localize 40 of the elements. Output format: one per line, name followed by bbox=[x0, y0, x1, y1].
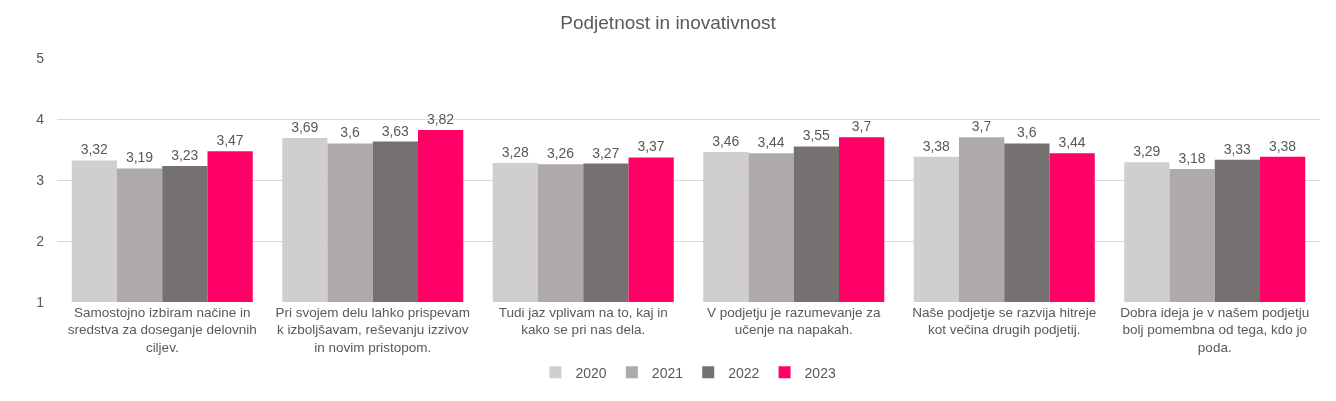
data-label: 3,28 bbox=[501, 143, 530, 160]
data-label: 3,6 bbox=[1017, 124, 1037, 141]
legend-label: 2020 bbox=[575, 364, 607, 381]
data-label: 3,27 bbox=[592, 144, 620, 161]
chart-title: Podjetnost in inovativnost bbox=[560, 11, 777, 33]
data-label: 3,7 bbox=[851, 118, 872, 135]
legend-label: 2022 bbox=[728, 364, 760, 381]
data-label: 3,38 bbox=[1268, 137, 1297, 154]
x-tick-label: V podjetju je razumevanje za učenje na napakah. bbox=[707, 304, 881, 338]
y-tick-label: 5 bbox=[36, 49, 45, 66]
legend-label: 2021 bbox=[651, 364, 684, 381]
data-label: 3,19 bbox=[125, 149, 154, 166]
x-tick-label: Naše podjetje se razvija hitreje kot večina drugih podjetij. bbox=[912, 304, 1097, 338]
y-tick-label: 2 bbox=[36, 232, 45, 249]
data-label: 3,46 bbox=[712, 132, 740, 149]
x-tick-label: Pri svojem delu lahko prispevam k izboljšavam, reševanju izzivov in novim pristopom. bbox=[275, 304, 470, 355]
data-label: 3,37 bbox=[637, 138, 665, 155]
y-tick-label: 4 bbox=[36, 110, 45, 127]
data-label: 3,32 bbox=[80, 141, 109, 158]
data-label: 3,47 bbox=[216, 132, 244, 149]
data-label: 3,23 bbox=[171, 146, 199, 163]
data-label: 3,26 bbox=[546, 145, 575, 162]
y-tick-label: 3 bbox=[36, 171, 45, 188]
data-label: 3,29 bbox=[1133, 143, 1161, 160]
x-tick-label: Tudi jaz vplivam na to, kaj in kako se pri nas dela. bbox=[498, 304, 668, 338]
x-tick-label: Dobra ideja je v našem podjetju bolj pomembna od tega, kdo jo poda. bbox=[1120, 304, 1310, 355]
data-label: 3,44 bbox=[757, 134, 785, 151]
data-label: 3,82 bbox=[426, 110, 455, 127]
data-label: 3,63 bbox=[381, 122, 410, 139]
data-label: 3,44 bbox=[1058, 134, 1086, 151]
data-label: 3,7 bbox=[971, 118, 992, 135]
data-label: 3,6 bbox=[340, 124, 360, 141]
data-label: 3,69 bbox=[291, 118, 319, 135]
data-label: 3,55 bbox=[802, 127, 831, 144]
data-label: 3,18 bbox=[1178, 150, 1206, 167]
data-label: 3,33 bbox=[1223, 140, 1252, 157]
x-tick-label: Samostojno izbiram načine in sredstva za doseganje delovnih ciljev. bbox=[67, 304, 257, 355]
legend-label: 2023 bbox=[804, 364, 836, 381]
y-tick-label: 1 bbox=[36, 293, 45, 310]
data-label: 3,38 bbox=[922, 137, 951, 154]
